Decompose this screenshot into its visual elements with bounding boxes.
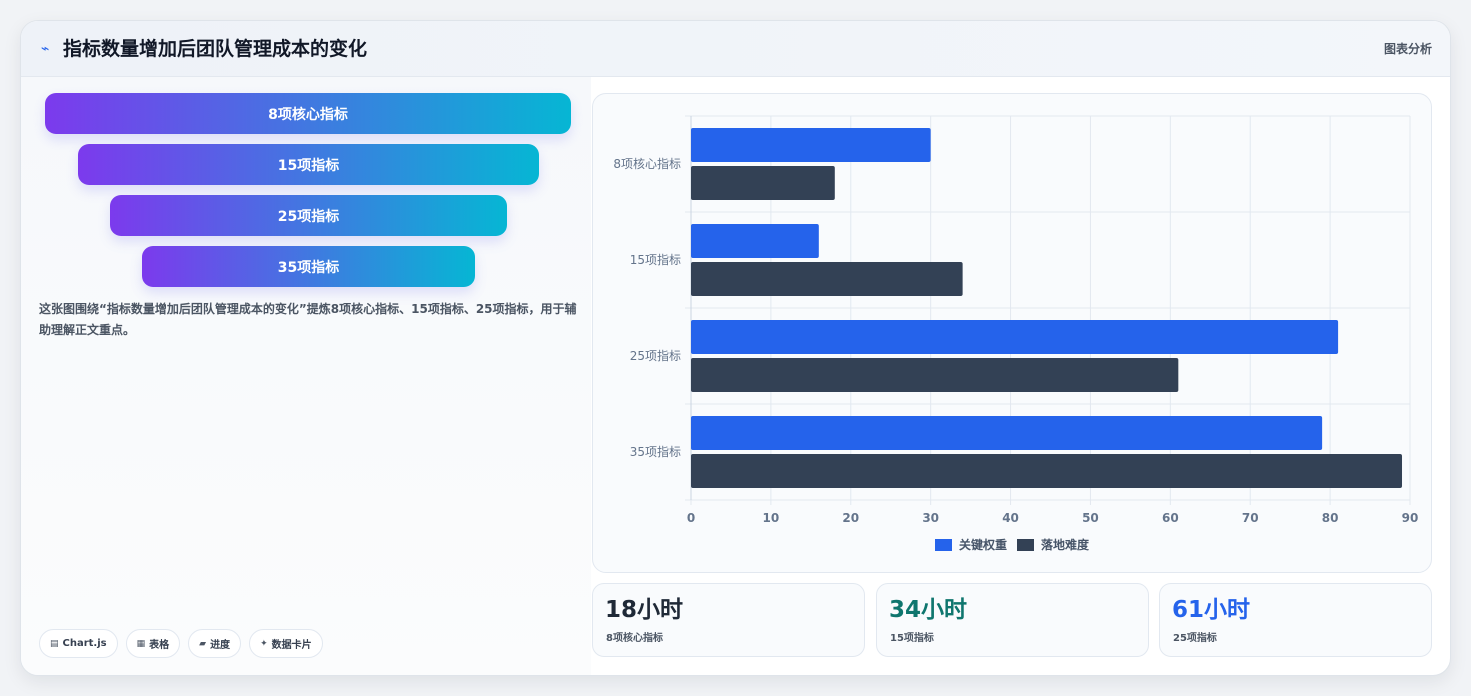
chip-label: 表格 (149, 640, 170, 651)
funnel-label: 35项指标 (277, 259, 340, 276)
legend-swatch (935, 539, 952, 551)
stat-card-2: 34小时 15项指标 (876, 583, 1149, 657)
progress-icon: ▰ (199, 638, 207, 649)
bar-key-weight (691, 320, 1339, 354)
stat-card-1: 18小时 8项核心指标 (592, 583, 865, 657)
line-chart-icon: ⌁ (41, 41, 50, 57)
x-tick-label: 40 (1002, 511, 1019, 525)
bar-difficulty (691, 262, 963, 296)
bar-key-weight (691, 224, 819, 258)
feature-chips: ▤ Chart.js ▦ 表格 ▰ 进度 ✦ 数据卡片 (39, 629, 323, 658)
x-tick-label: 70 (1242, 511, 1259, 525)
x-tick-label: 30 (922, 511, 939, 525)
bar-key-weight (691, 128, 931, 162)
chip-progress[interactable]: ▰ 进度 (188, 629, 242, 658)
bar-difficulty (691, 358, 1179, 392)
stat-label: 15项指标 (890, 633, 934, 644)
bar-difficulty (691, 166, 835, 200)
funnel-label: 15项指标 (277, 157, 340, 174)
stat-value: 18小时 (605, 597, 684, 623)
bar-chart-container: 0 10 20 30 40 50 60 70 80 90 8项核心指标 15项指标 25项指标 35项指标… (592, 93, 1432, 573)
bar-key-weight (691, 416, 1323, 450)
funnel-bar-1: 8项核心指标 (45, 93, 571, 134)
chart-description: 这张图围绕“指标数量增加后团队管理成本的变化”提炼8项核心指标、15项指标、25… (39, 302, 577, 337)
stat-label: 8项核心指标 (606, 633, 663, 644)
x-tick-label: 20 (842, 511, 859, 525)
x-tick-label: 10 (763, 511, 780, 525)
table-icon: ▦ (136, 638, 146, 649)
x-tick-label: 0 (687, 511, 695, 525)
legend-label: 落地难度 (1041, 537, 1090, 552)
stat-value: 34小时 (889, 597, 968, 623)
legend-label: 关键权重 (959, 537, 1007, 552)
x-tick-label: 60 (1162, 511, 1179, 525)
x-tick-label: 90 (1402, 511, 1419, 525)
stat-value: 61小时 (1172, 597, 1251, 623)
sparkle-icon: ✦ (260, 638, 268, 649)
bar-difficulty (691, 454, 1403, 488)
main-card: ⌁ 指标数量增加后团队管理成本的变化 图表分析 8项核心指标 15项指标 25项… (20, 20, 1451, 676)
funnel-bar-3: 25项指标 (110, 195, 507, 236)
chart-analysis-label: 图表分析 (1383, 42, 1432, 56)
chip-label: 数据卡片 (271, 640, 312, 651)
page-title: 指标数量增加后团队管理成本的变化 (63, 38, 368, 60)
card-header: ⌁ 指标数量增加后团队管理成本的变化 图表分析 (21, 21, 1450, 77)
y-tick-label: 8项核心指标 (613, 156, 681, 171)
bar-chart: 0 10 20 30 40 50 60 70 80 90 8项核心指标 15项指标 25项指标 35项指标… (613, 115, 1419, 552)
funnel-label: 8项核心指标 (268, 106, 348, 123)
chart-icon: ▤ (50, 638, 59, 649)
left-panel: 8项核心指标 15项指标 25项指标 35项指标 这张图围绕“指标数量增加后团队… (21, 77, 591, 675)
chip-label: 进度 (210, 640, 231, 651)
stat-card-3: 61小时 25项指标 (1159, 583, 1432, 657)
legend-swatch (1017, 539, 1034, 551)
funnel-label: 25项指标 (277, 208, 340, 225)
x-tick-label: 50 (1082, 511, 1099, 525)
chip-table[interactable]: ▦ 表格 (125, 629, 181, 658)
chip-data-card[interactable]: ✦ 数据卡片 (249, 629, 323, 658)
funnel-bar-4: 35项指标 (142, 246, 475, 287)
y-tick-label: 25项指标 (630, 348, 681, 363)
y-tick-label: 35项指标 (630, 444, 681, 459)
funnel-bar-2: 15项指标 (78, 144, 539, 185)
x-tick-label: 80 (1322, 511, 1339, 525)
chip-label: Chart.js (62, 638, 107, 649)
stat-label: 25项指标 (1173, 633, 1217, 644)
y-tick-label: 15项指标 (630, 252, 681, 267)
chip-chartjs[interactable]: ▤ Chart.js (39, 629, 118, 658)
